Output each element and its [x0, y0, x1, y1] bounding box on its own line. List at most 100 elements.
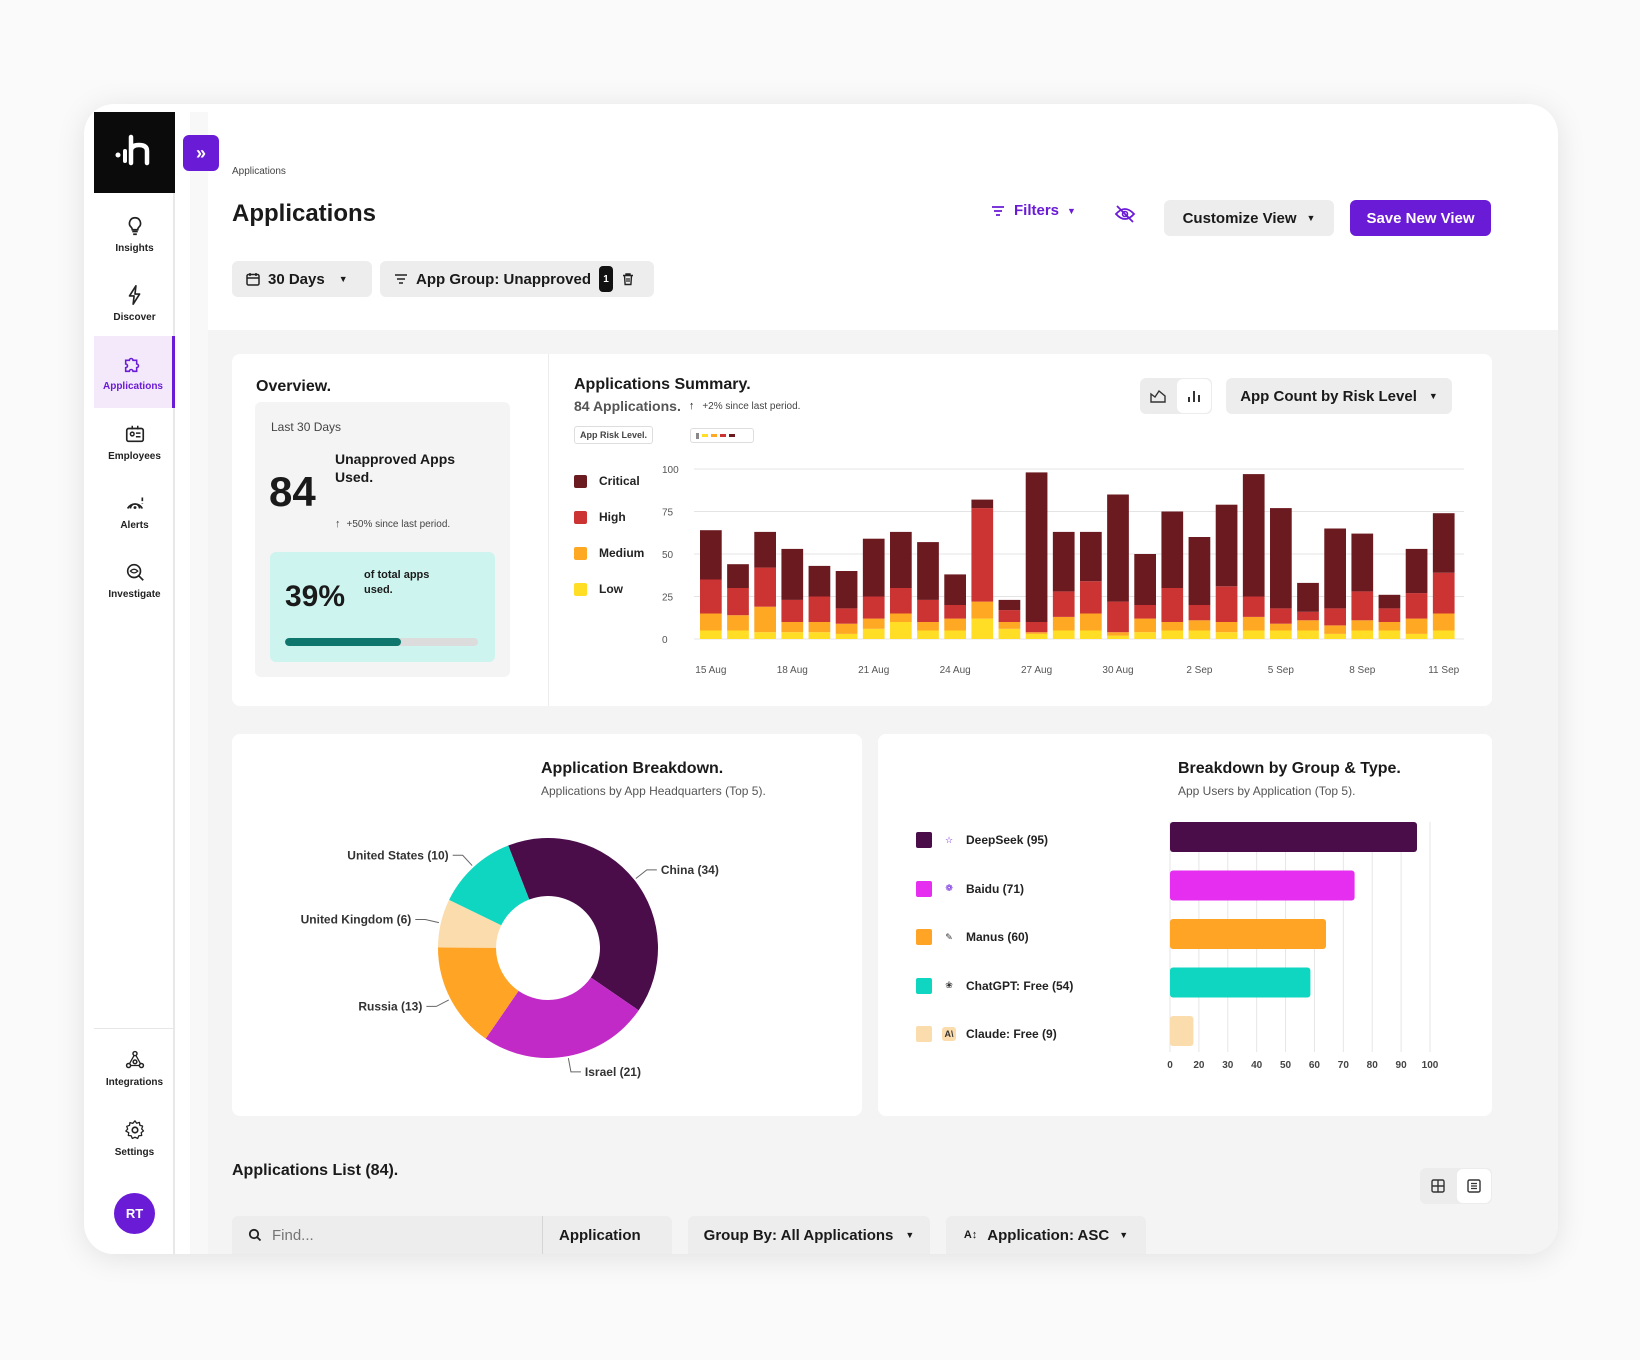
- donut-slice-united-kingdom: [438, 899, 502, 948]
- grid-icon: [1431, 1179, 1445, 1193]
- breadcrumb[interactable]: Applications: [232, 166, 286, 177]
- caret-down-icon: ▼: [338, 274, 348, 284]
- hide-toggle-button[interactable]: [1114, 204, 1136, 229]
- sidebar-item-discover[interactable]: Discover: [94, 267, 175, 339]
- app-logo-icon: ✎: [945, 931, 953, 942]
- avatar[interactable]: RT: [114, 1193, 155, 1234]
- bar-segment-high: [754, 567, 776, 607]
- usage-percent-label: of total apps used.: [364, 569, 430, 596]
- overview-change-text: +50% since last period.: [346, 518, 451, 530]
- trash-icon[interactable]: [621, 272, 635, 286]
- bar-segment-high: [1324, 608, 1346, 626]
- customize-view-button[interactable]: Customize View ▼: [1164, 200, 1334, 236]
- bar-segment-medium: [1215, 622, 1238, 633]
- sidebar-item-settings[interactable]: Settings: [94, 1102, 175, 1174]
- arrow-up-icon: ↑: [688, 400, 695, 412]
- filters-button[interactable]: Filters ▼: [990, 202, 1076, 219]
- brand-logo[interactable]: [94, 112, 175, 193]
- headquarters-donut-chart: China (34) Israel (21) Russia (13) United K…: [301, 838, 719, 1079]
- y-tick-label: 25: [662, 593, 674, 604]
- bar-segment-low: [1107, 635, 1129, 639]
- bar-segment-high: [835, 608, 858, 624]
- bar-segment-low: [1215, 632, 1238, 639]
- x-tick-label: 2 Sep: [1186, 665, 1213, 676]
- search-field-select[interactable]: Application: [559, 1226, 641, 1244]
- bar-segment-medium: [1107, 632, 1129, 636]
- area-chart-toggle[interactable]: [1141, 379, 1175, 413]
- sidebar-item-alerts[interactable]: Alerts: [94, 475, 175, 547]
- donut-slice-russia: [438, 947, 519, 1039]
- usage-percent-box: 39% of total apps used.: [270, 552, 495, 662]
- bar-claude-free: [1170, 1016, 1194, 1046]
- bar-segment-high: [1025, 622, 1048, 633]
- bolt-icon: [128, 284, 140, 305]
- expand-sidebar-button[interactable]: »: [183, 135, 219, 171]
- bar-segment-medium: [890, 613, 912, 622]
- bar-segment-critical: [1080, 531, 1102, 582]
- sidebar-divider: [94, 1028, 173, 1029]
- sidebar-item-label: Alerts: [120, 519, 149, 531]
- leader-line: [452, 854, 473, 866]
- sidebar-item-label: Settings: [114, 1146, 155, 1158]
- mini-swatch-low: [702, 434, 708, 437]
- x-tick-label: 18 Aug: [777, 665, 808, 676]
- bar-chart-toggle[interactable]: [1177, 379, 1211, 413]
- x-tick-label: 27 Aug: [1021, 665, 1052, 676]
- usage-percent: 39%: [285, 580, 346, 613]
- bar-segment-critical: [1052, 531, 1075, 592]
- radar-icon: [126, 497, 143, 509]
- overview-title: Overview.: [256, 378, 332, 395]
- leader-line: [426, 999, 450, 1007]
- puzzle-icon: [124, 357, 140, 372]
- app-group-filter-chip[interactable]: App Group: Unapproved 1: [380, 261, 654, 297]
- bar-segment-low: [1378, 630, 1401, 639]
- sidebar-item-employees[interactable]: Employees: [94, 406, 175, 478]
- eye-off-icon: [1114, 205, 1136, 223]
- slice-label: United Kingdom (6): [301, 912, 412, 926]
- sidebar-item-label: Insights: [115, 242, 154, 254]
- x-tick-label: 100: [1422, 1060, 1439, 1071]
- bar-segment-high: [862, 596, 885, 619]
- bar-segment-medium: [1025, 632, 1048, 634]
- risk-level-mini-legend[interactable]: [690, 428, 754, 443]
- x-tick-label: 40: [1251, 1060, 1263, 1071]
- bar-segment-low: [835, 633, 858, 639]
- slice-label: Israel (21): [585, 1065, 641, 1079]
- bar-segment-critical: [1215, 504, 1238, 587]
- list-view-button[interactable]: [1457, 1169, 1491, 1203]
- overview-stats: Last 30 Days 84 Unapproved Apps Used. ↑ …: [255, 402, 510, 677]
- bar-segment-low: [1188, 630, 1211, 639]
- breakdown-subtitle: Applications by App Headquarters (Top 5)…: [541, 784, 766, 798]
- bar-segment-high: [808, 596, 831, 622]
- overview-summary-card: Overview. Last 30 Days 84 Unapproved App…: [232, 354, 1492, 706]
- bar-segment-medium: [808, 622, 831, 633]
- sidebar-item-insights[interactable]: Insights: [94, 198, 175, 270]
- sort-select[interactable]: A↕ Application: ASC ▼: [946, 1216, 1146, 1254]
- bar-segment-medium: [944, 618, 966, 631]
- metric-select[interactable]: App Count by Risk Level ▼: [1226, 378, 1452, 414]
- bar-segment-critical: [1025, 472, 1048, 622]
- group-type-card: Breakdown by Group & Type. App Users by …: [878, 734, 1492, 1116]
- bar-segment-critical: [1297, 582, 1319, 612]
- group-by-select[interactable]: Group By: All Applications ▼: [688, 1216, 930, 1254]
- caret-down-icon: ▼: [1119, 1230, 1129, 1240]
- grid-view-button[interactable]: [1421, 1169, 1455, 1203]
- bar-segment-medium: [1405, 618, 1428, 634]
- sidebar-item-integrations[interactable]: Integrations: [94, 1032, 175, 1104]
- sidebar-item-investigate[interactable]: Investigate: [94, 544, 175, 616]
- applications-list-title: Applications List (84).: [232, 1162, 399, 1179]
- bar-segment-critical: [971, 499, 994, 509]
- bar-chatgpt-free: [1170, 967, 1311, 998]
- bar-segment-medium: [1188, 620, 1211, 631]
- filter-icon: [992, 205, 1004, 216]
- risk-level-stacked-bar-chart: 0 25 50 75 100 15 Aug 18 Aug 21 Aug 24 Aug 27 Aug…: [662, 465, 1464, 676]
- summary-count: 84 Applications.: [574, 398, 681, 414]
- search-input[interactable]: [272, 1226, 542, 1244]
- sidebar-item-label: Employees: [108, 450, 161, 462]
- save-new-view-button[interactable]: Save New View: [1350, 200, 1491, 236]
- legend-swatch: [916, 977, 932, 994]
- unapproved-label: Unapproved Apps Used.: [335, 451, 456, 485]
- sidebar-item-applications[interactable]: Applications: [94, 336, 175, 408]
- slice-label: United States (10): [347, 848, 448, 862]
- date-range-chip[interactable]: 30 Days ▼: [232, 261, 372, 297]
